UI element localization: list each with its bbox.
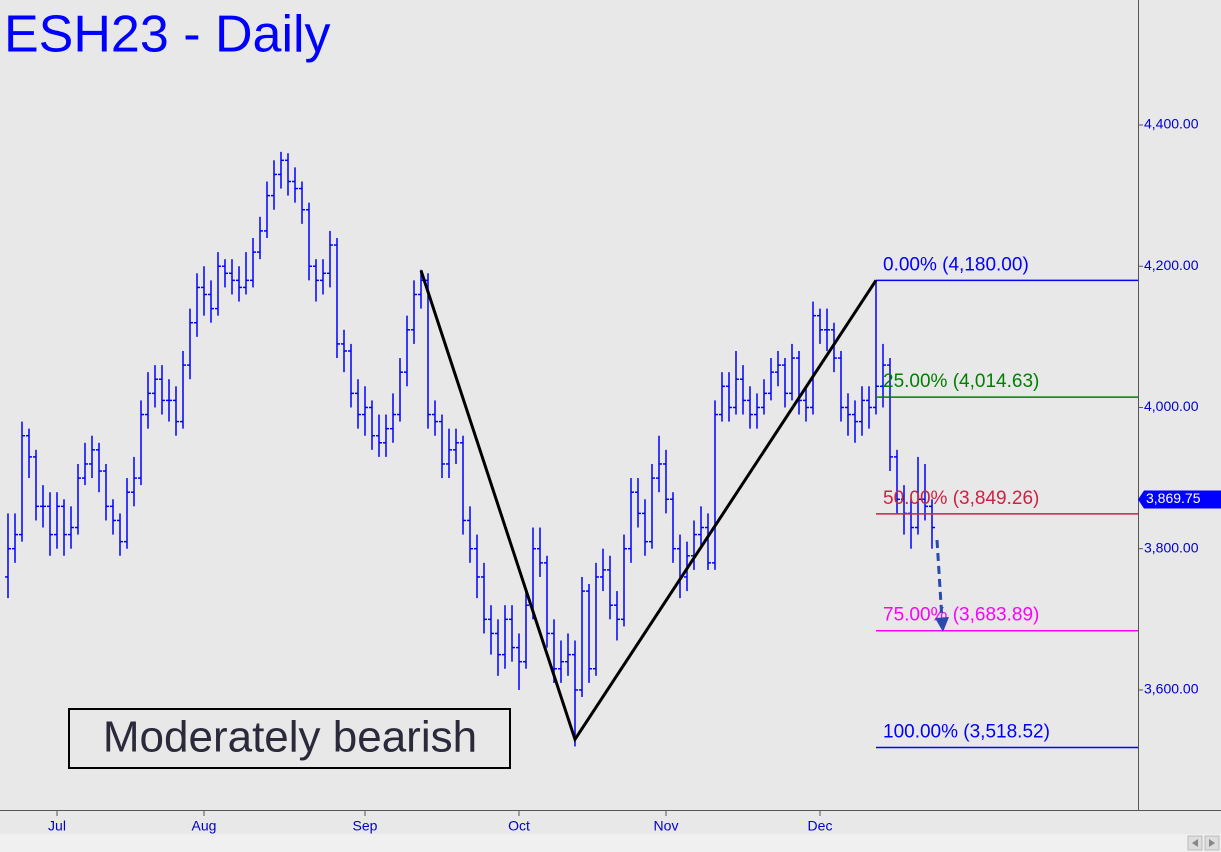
y-tick-label: 3,800.00 — [1144, 539, 1199, 555]
level-label: 0.00% (4,180.00) — [883, 254, 1029, 275]
y-tick-label: 4,000.00 — [1144, 398, 1199, 414]
arrow-shaft — [935, 539, 944, 621]
annotation-box — [68, 708, 511, 769]
x-tick-label: Sep — [353, 818, 378, 834]
annotation: Moderately bearish — [103, 713, 477, 762]
projection-arrow — [935, 539, 949, 632]
arrow-head — [935, 617, 949, 632]
pattern-line — [419, 270, 878, 743]
level-label: 100.00% (3,518.52) — [883, 722, 1050, 743]
level-label: 25.00% (4,014.63) — [883, 371, 1039, 392]
x-tick-label: Nov — [654, 818, 679, 834]
x-tick-label: Oct — [508, 818, 530, 834]
marks: 3,600.00 3,800.00 4,000.00 4,200.00 4,400.00… — [5, 116, 1221, 834]
level-label: 50.00% (3,849.26) — [883, 488, 1039, 509]
x-tick-label: Jul — [48, 818, 66, 834]
y-tick-label: 4,400.00 — [1144, 116, 1199, 132]
chart-title: ESH23 - Daily — [4, 6, 331, 64]
x-tick-label: Aug — [192, 818, 217, 834]
scroll-track — [0, 834, 1221, 852]
x-tick-label: Dec — [808, 818, 833, 834]
level-label: 75.00% (3,683.89) — [883, 605, 1039, 626]
y-tick-label: 3,600.00 — [1144, 681, 1199, 697]
y-tick-label: 4,200.00 — [1144, 257, 1199, 273]
last-price-box — [1138, 490, 1221, 509]
last-price-label: 3,869.75 — [1146, 490, 1201, 506]
scroll-arrows — [1192, 839, 1215, 847]
scrollbar — [0, 834, 1221, 852]
